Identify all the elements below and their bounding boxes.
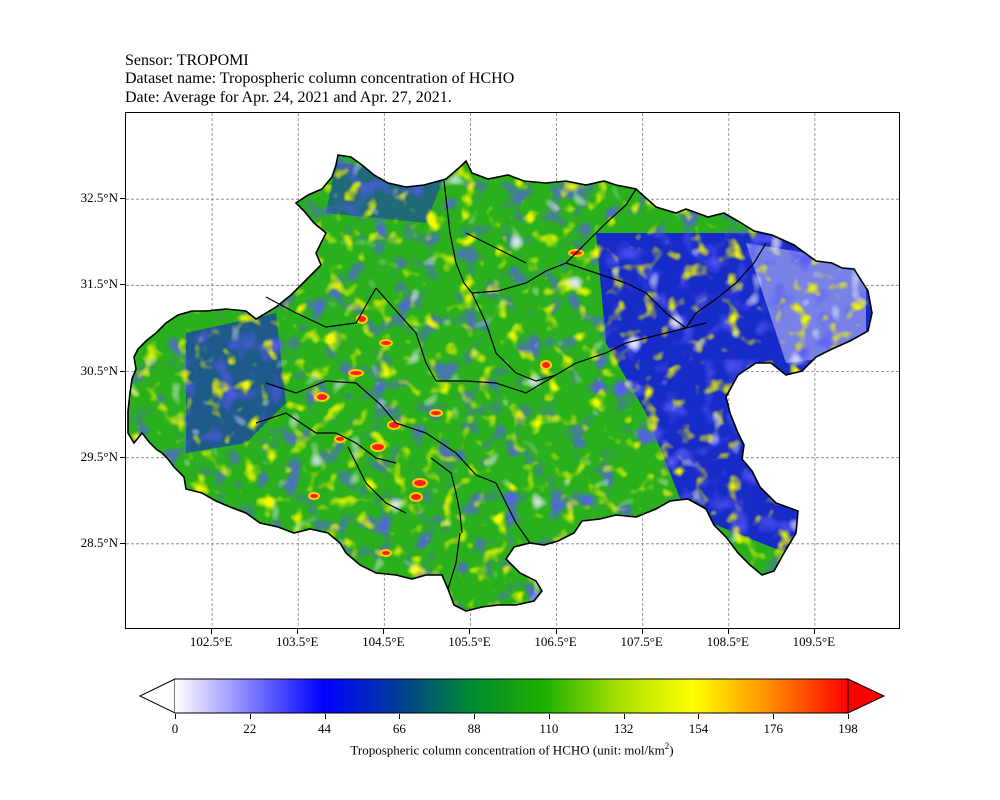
district-border — [465, 232, 527, 264]
map-panel — [125, 112, 900, 629]
colorbar-tick — [623, 714, 625, 719]
district-border — [375, 287, 437, 382]
district-border — [471, 292, 557, 382]
district-border — [255, 412, 397, 464]
colorbar-tick — [324, 714, 326, 719]
lat-tick-label: 28.5°N — [80, 534, 118, 550]
colorbar-max-extension — [847, 678, 886, 714]
lon-tick — [383, 629, 385, 634]
dataset-title: Dataset name: Tropospheric column concen… — [125, 70, 515, 87]
district-border — [265, 380, 397, 424]
hotspot — [409, 492, 423, 502]
region-outline — [127, 154, 873, 612]
lon-tick-label: 103.5°E — [276, 634, 319, 649]
lon-tick — [813, 629, 815, 634]
hotspot — [429, 409, 443, 417]
lat-tick — [120, 284, 125, 286]
district-border — [430, 457, 463, 534]
district-border — [436, 374, 557, 394]
lat-tick-label: 30.5°N — [80, 362, 118, 378]
district-border — [347, 446, 407, 514]
district-border — [495, 482, 531, 544]
colorbar-tick-label: 198 — [838, 721, 858, 736]
sensor-title: Sensor: TROPOMI — [125, 52, 249, 69]
lat-tick-label: 32.5°N — [80, 190, 118, 206]
hotspot — [315, 392, 329, 402]
district-border — [565, 262, 687, 329]
hotspot — [348, 369, 364, 377]
lon-tick-label: 102.5°E — [189, 634, 233, 649]
lon-tick — [211, 629, 213, 634]
colorbar-gradient — [175, 679, 848, 713]
lon-tick — [641, 629, 643, 634]
lat-tick-label: 29.5°N — [80, 448, 118, 464]
district-border — [685, 242, 767, 329]
lat-tick — [120, 542, 125, 544]
district-border — [447, 532, 461, 590]
hotspot — [540, 360, 552, 370]
lat-tick — [120, 370, 125, 372]
colorbar-tick-label: 132 — [613, 721, 634, 736]
hotspot — [380, 549, 392, 557]
date-title: Date: Average for Apr. 24, 2021 and Apr.… — [125, 89, 452, 106]
colorbar-tick-label: 66 — [392, 721, 406, 736]
lon-tick-label: 109.5°E — [792, 634, 836, 649]
district-border — [555, 322, 707, 376]
colorbar-tick — [698, 714, 700, 719]
colorbar-tick-label: 176 — [763, 721, 783, 736]
colorbar-tick — [399, 714, 401, 719]
lat-tick-label: 31.5°N — [80, 276, 118, 292]
hotspot — [412, 478, 428, 488]
hotspot — [379, 339, 393, 347]
hotspots — [308, 249, 584, 557]
lon-tick-label: 105.5°E — [448, 634, 491, 649]
colorbar-tick — [249, 714, 251, 719]
lon-tick — [727, 629, 729, 634]
district-borders — [255, 180, 767, 590]
colorbar-tick — [848, 714, 849, 719]
lon-tick — [297, 629, 299, 634]
colorbar-min-extension — [138, 678, 176, 714]
hotspot — [387, 420, 401, 430]
colorbar-tick-label: 110 — [539, 721, 559, 736]
colorbar-tick-label: 0 — [171, 721, 179, 736]
hotspot — [370, 442, 386, 452]
colorbar-tick — [474, 714, 476, 719]
map-canvas — [126, 113, 899, 628]
colorbar-tick — [773, 714, 775, 719]
district-border — [265, 287, 377, 328]
hotspot — [308, 492, 320, 500]
lat-tick — [120, 456, 125, 458]
lon-tick-label: 108.5°E — [706, 634, 749, 649]
lon-tick — [469, 629, 471, 634]
lon-tick-label: 107.5°E — [620, 634, 663, 649]
colorbar-tick — [175, 714, 176, 719]
colorbar-label: Tropospheric column concentration of HCH… — [350, 741, 674, 758]
colorbar-tick-label: 44 — [318, 721, 332, 736]
hotspot — [334, 435, 346, 443]
very-low-texture — [128, 155, 872, 611]
hcho-field — [128, 155, 872, 611]
district-border — [443, 180, 473, 294]
lon-tick-label: 104.5°E — [362, 634, 405, 649]
colorbar-tick — [548, 714, 550, 719]
colorbar-tick-label: 154 — [688, 721, 709, 736]
lat-tick — [120, 198, 125, 200]
district-border — [395, 422, 497, 484]
lon-tick-label: 106.5°E — [534, 634, 577, 649]
colorbar-tick-label: 88 — [467, 721, 481, 736]
lon-tick — [555, 629, 557, 634]
colorbar-tick-label: 22 — [243, 721, 257, 736]
